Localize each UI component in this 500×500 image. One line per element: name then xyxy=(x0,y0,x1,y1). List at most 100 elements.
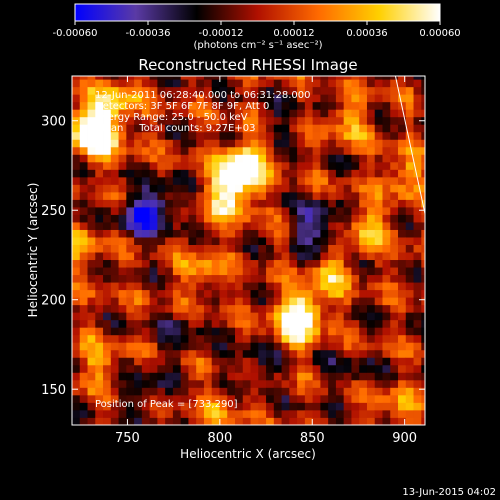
heatmap-cell xyxy=(258,282,267,291)
heatmap-cell xyxy=(134,222,143,230)
heatmap-cell xyxy=(359,139,368,148)
heatmap-cell xyxy=(235,327,244,336)
heatmap-cell xyxy=(72,199,81,208)
heatmap-cell xyxy=(343,267,352,276)
x-tick-label: 850 xyxy=(300,431,325,446)
heatmap-cell xyxy=(141,207,151,215)
heatmap-cell xyxy=(95,304,104,313)
heatmap-cell xyxy=(359,274,368,283)
heatmap-cell xyxy=(134,289,143,298)
heatmap-cell xyxy=(180,372,189,381)
heatmap-cell xyxy=(110,282,119,291)
heatmap-cell xyxy=(320,109,329,118)
heatmap-cell xyxy=(110,274,119,283)
heatmap-cell xyxy=(188,349,197,358)
heatmap-cell xyxy=(87,319,96,328)
heatmap-cell xyxy=(366,229,376,238)
heatmap-cell xyxy=(157,244,166,253)
heatmap-cell xyxy=(103,267,112,276)
heatmap-cell xyxy=(87,176,96,185)
heatmap-cell xyxy=(359,124,368,133)
heatmap-cell xyxy=(312,222,321,230)
heatmap-cell xyxy=(188,116,197,125)
heatmap-cell xyxy=(211,327,220,336)
y-tick-label: 300 xyxy=(41,115,66,130)
heatmap-cell xyxy=(374,79,383,88)
heatmap-cell xyxy=(87,334,96,343)
heatmap-cell xyxy=(374,184,383,193)
heatmap-cell xyxy=(273,76,282,80)
heatmap-cell xyxy=(118,237,127,245)
heatmap-cell xyxy=(149,282,158,291)
heatmap-cell xyxy=(366,199,376,208)
heatmap-cell xyxy=(110,304,119,313)
heatmap-cell xyxy=(258,214,267,223)
heatmap-cell xyxy=(165,349,174,358)
heatmap-cell xyxy=(258,124,267,133)
heatmap-cell xyxy=(95,364,104,373)
heatmap-cell xyxy=(95,214,104,223)
heatmap-cell xyxy=(413,319,422,328)
heatmap-cell xyxy=(203,229,213,238)
heatmap-cell xyxy=(374,191,383,200)
heatmap-cell xyxy=(242,116,251,125)
heatmap-cell xyxy=(118,319,127,328)
heatmap-cell xyxy=(312,334,321,343)
heatmap-cell xyxy=(281,109,290,118)
heatmap-cell xyxy=(149,146,158,155)
heatmap-cell xyxy=(196,86,205,95)
heatmap-cell xyxy=(320,131,329,140)
heatmap-cell xyxy=(165,124,174,133)
heatmap-cell xyxy=(413,131,422,140)
heatmap-cell xyxy=(351,207,360,215)
heatmap-cell xyxy=(250,259,259,268)
heatmap-cell xyxy=(335,191,345,200)
heatmap-cell xyxy=(118,222,127,230)
heatmap-cell xyxy=(134,169,143,178)
heatmap-cell xyxy=(72,402,81,411)
heatmap-cell xyxy=(110,131,119,140)
heatmap-cell xyxy=(304,289,314,298)
heatmap-cell xyxy=(141,379,151,388)
heatmap-cell xyxy=(141,176,151,185)
heatmap-cell xyxy=(374,334,383,343)
heatmap-cell xyxy=(87,79,96,88)
heatmap-cell xyxy=(110,139,119,148)
heatmap-cell xyxy=(398,169,407,178)
heatmap-cell xyxy=(141,79,151,88)
heatmap-cell xyxy=(335,327,345,336)
heatmap-cell xyxy=(157,304,166,313)
heatmap-cell xyxy=(72,379,81,388)
heatmap-cell xyxy=(242,229,251,238)
heatmap-cell xyxy=(180,222,189,230)
heatmap-cell xyxy=(413,154,422,163)
heatmap-cell xyxy=(141,274,151,283)
heatmap-cell xyxy=(87,364,96,373)
heatmap-cell xyxy=(211,76,220,80)
heatmap-cell xyxy=(87,237,96,245)
heatmap-cell xyxy=(297,109,306,118)
heatmap-cell xyxy=(289,342,298,351)
heatmap-cell xyxy=(366,349,376,358)
heatmap-cell xyxy=(72,319,81,328)
heatmap-cell xyxy=(281,342,290,351)
heatmap-cell xyxy=(421,146,425,155)
heatmap-cell xyxy=(188,161,197,170)
heatmap-cell xyxy=(343,357,352,366)
heatmap-cell xyxy=(180,184,189,193)
heatmap-cell xyxy=(196,207,205,215)
heatmap-cell xyxy=(351,402,360,411)
heatmap-cell xyxy=(126,139,135,148)
heatmap-cell xyxy=(273,342,282,351)
heatmap-cell xyxy=(203,237,213,245)
heatmap-cell xyxy=(103,327,112,336)
heatmap-cell xyxy=(134,267,143,276)
heatmap-cell xyxy=(103,199,112,208)
heatmap-cell xyxy=(250,274,259,283)
heatmap-cell xyxy=(235,349,244,358)
heatmap-cell xyxy=(149,327,158,336)
heatmap-cell xyxy=(72,252,81,261)
heatmap-cell xyxy=(79,146,88,155)
heatmap-cell xyxy=(203,327,213,336)
heatmap-cell xyxy=(242,402,251,411)
